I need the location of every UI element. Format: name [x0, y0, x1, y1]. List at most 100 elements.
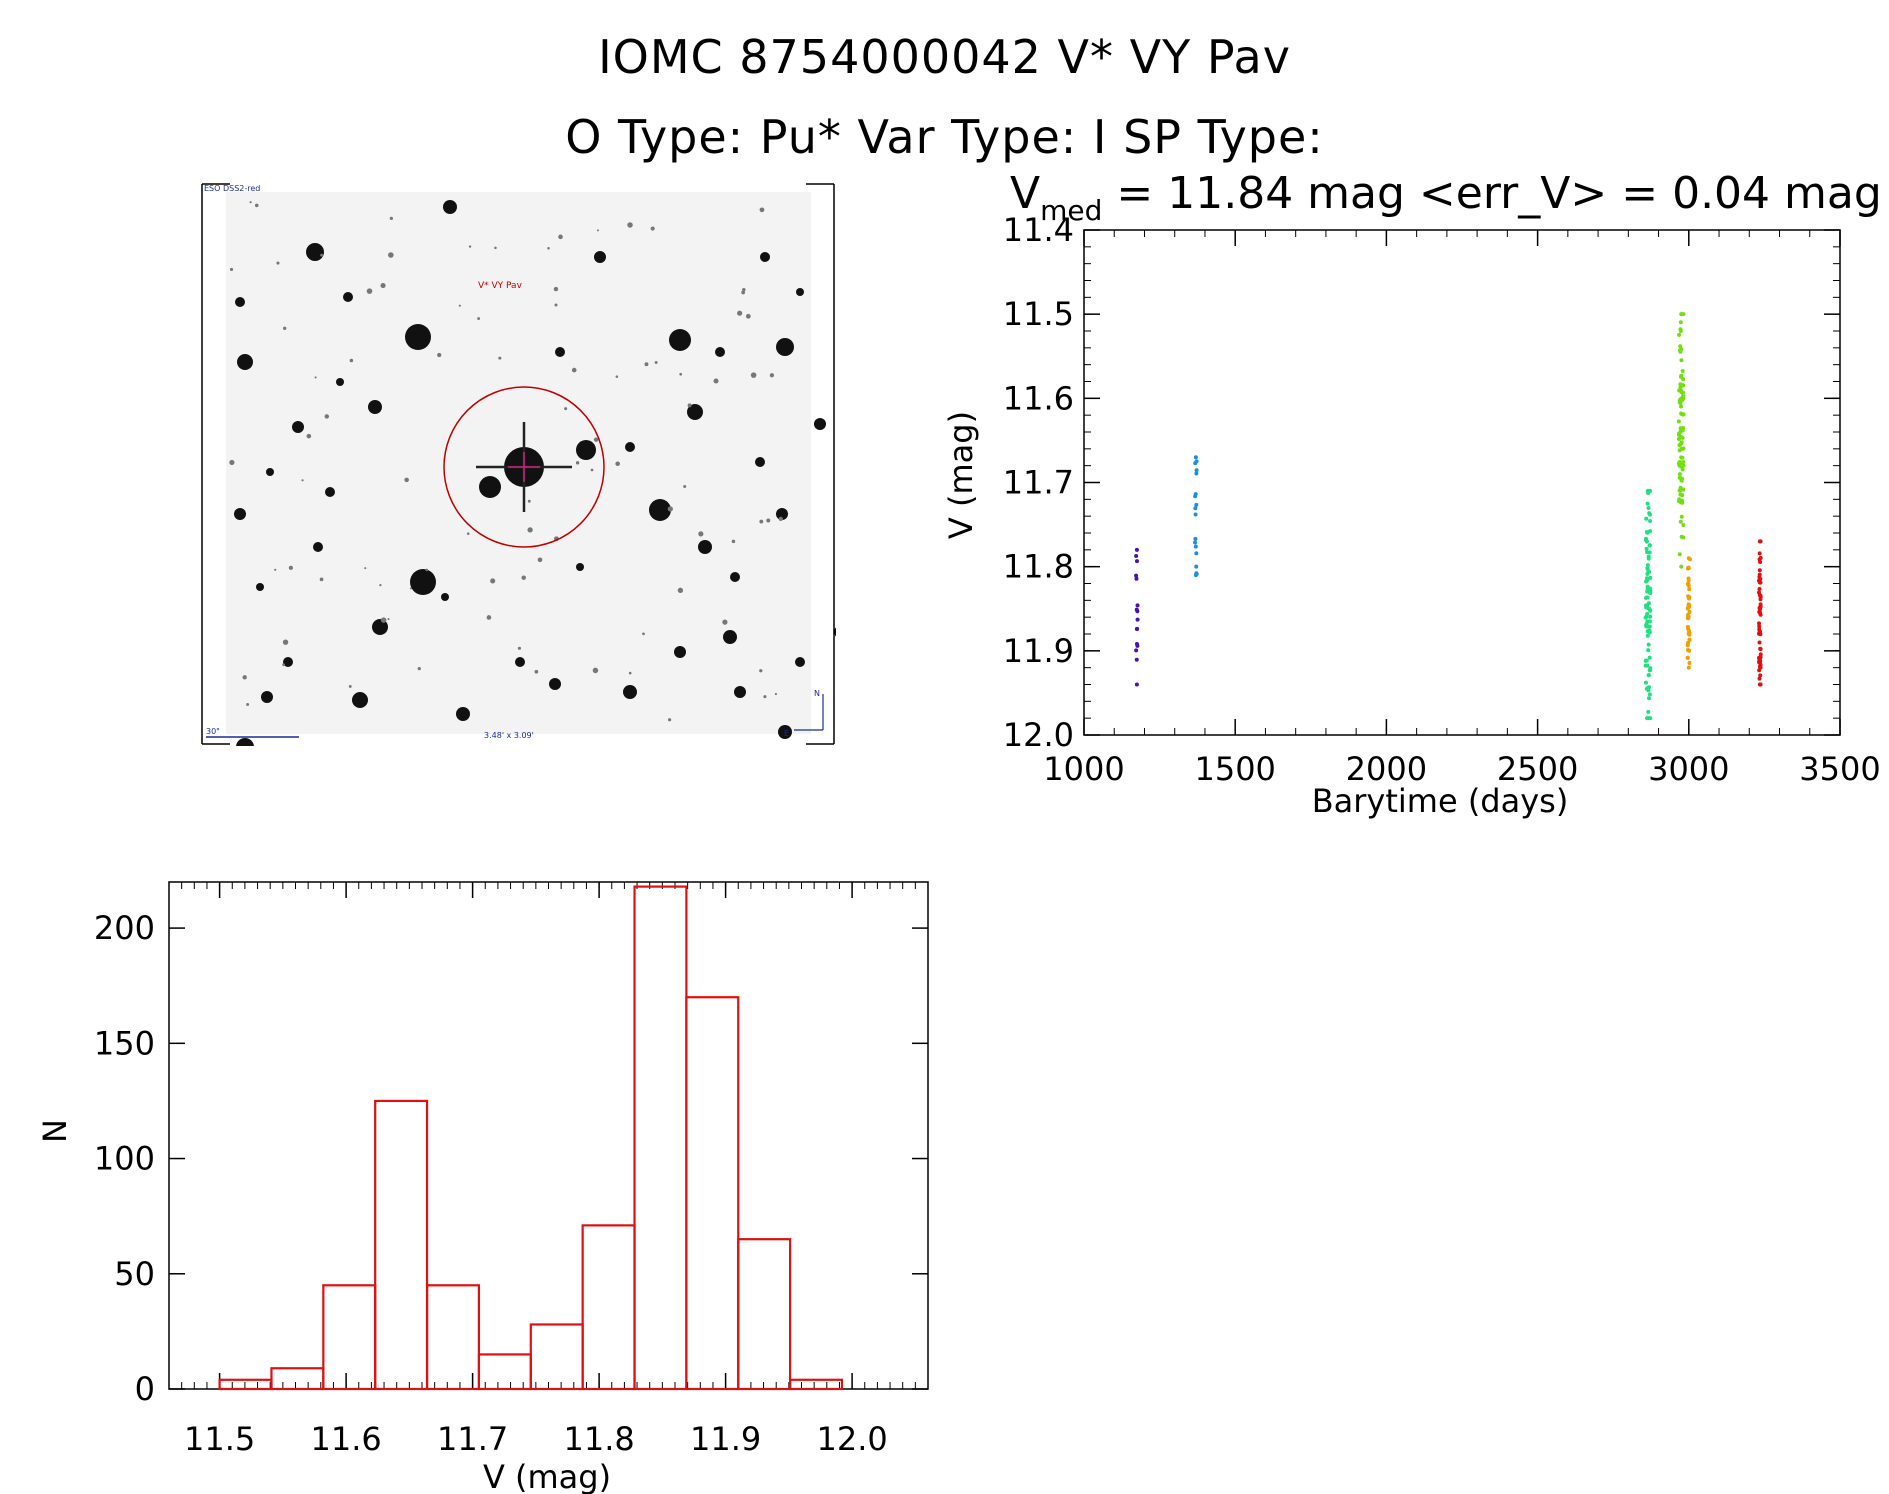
star: [796, 288, 804, 296]
faint-star: [741, 290, 746, 295]
lc-point: [1135, 609, 1140, 614]
lc-point: [1193, 544, 1198, 549]
faint-star: [486, 615, 492, 620]
lc-point: [1758, 655, 1763, 660]
lc-point: [1680, 412, 1685, 417]
faint-star: [627, 222, 633, 228]
lc-point: [1687, 661, 1692, 666]
star: [730, 572, 740, 582]
lc-xtick-label: 2500: [1497, 750, 1578, 788]
lc-point: [1646, 642, 1651, 647]
lc-point: [1676, 432, 1681, 437]
lc-point: [1686, 578, 1691, 583]
lc-point: [1681, 535, 1686, 540]
lc-point: [1685, 566, 1690, 571]
lc-point: [1685, 606, 1690, 611]
lc-ytick-label: 12.0: [1003, 716, 1074, 754]
lc-point: [1681, 390, 1686, 395]
lc-point: [1644, 536, 1649, 541]
lc-point: [1686, 556, 1691, 561]
faint-star: [615, 461, 620, 467]
lc-point: [1758, 597, 1763, 602]
lc-point: [1134, 641, 1139, 646]
lc-point: [1680, 397, 1685, 402]
faint-star: [558, 234, 563, 240]
star: [687, 404, 703, 420]
lc-point: [1758, 632, 1763, 637]
faint-star: [380, 617, 387, 623]
lc-point: [1757, 627, 1762, 632]
faint-star: [596, 229, 599, 232]
lc-point: [1757, 609, 1762, 614]
faint-star: [759, 519, 764, 524]
lc-ytick-label: 11.9: [1003, 632, 1074, 670]
lc-point: [1681, 463, 1686, 468]
star: [623, 685, 637, 699]
lc-point: [1677, 459, 1682, 464]
faint-star: [282, 326, 287, 330]
faint-star: [687, 403, 692, 408]
lc-point: [1758, 662, 1763, 667]
faint-star: [642, 632, 645, 636]
faint-star: [667, 506, 673, 512]
hist-ytick-label: 0: [135, 1370, 155, 1408]
lc-point: [1647, 511, 1652, 516]
lc-ylabel: V (mag): [942, 411, 980, 539]
lc-point: [1678, 374, 1683, 379]
target-label: V* VY Pav: [478, 281, 523, 291]
lc-point: [1756, 621, 1761, 626]
star: [576, 440, 596, 460]
lc-point: [1644, 529, 1649, 534]
lc-point: [1645, 566, 1650, 571]
star: [734, 686, 746, 698]
lc-point: [1680, 455, 1685, 460]
faint-star: [628, 671, 632, 675]
lc-point: [1677, 552, 1682, 557]
lc-point: [1647, 543, 1652, 548]
lc-point: [1645, 716, 1650, 721]
faint-star: [517, 646, 522, 650]
lc-point: [1647, 655, 1652, 660]
lc-point: [1680, 476, 1685, 481]
lc-point: [1757, 682, 1762, 687]
lc-point: [1644, 546, 1649, 551]
lc-point: [1681, 393, 1686, 398]
lc-point: [1680, 428, 1685, 433]
faint-star: [409, 587, 412, 590]
lc-point: [1679, 396, 1684, 401]
lc-point: [1647, 543, 1652, 548]
lc-title: Vmed = 11.84 mag <err_V> = 0.04 mag: [1010, 168, 1882, 227]
lc-point: [1644, 604, 1649, 609]
faint-star: [348, 684, 352, 688]
faint-star: [319, 577, 324, 582]
north-label: N: [814, 689, 820, 698]
lc-point: [1647, 569, 1652, 574]
lc-point: [1134, 576, 1139, 581]
lc-point: [1757, 629, 1762, 634]
lc-point: [1685, 605, 1690, 610]
lc-point: [1681, 522, 1686, 527]
lc-point: [1134, 657, 1139, 662]
lc-point: [1678, 400, 1683, 405]
lc-point: [1681, 446, 1686, 451]
lc-point: [1679, 373, 1684, 378]
lc-point: [1757, 539, 1762, 544]
lc-point: [1193, 461, 1198, 466]
lc-point: [1687, 587, 1692, 592]
lc-point: [1677, 475, 1682, 480]
lc-point: [1687, 596, 1692, 601]
lc-point: [1686, 665, 1691, 670]
faint-star: [366, 288, 373, 294]
faint-star: [276, 261, 280, 265]
lc-point: [1679, 312, 1684, 317]
lc-point: [1646, 488, 1651, 493]
faint-star: [571, 367, 577, 373]
star: [405, 324, 431, 350]
lc-point: [1679, 478, 1684, 483]
star: [594, 251, 606, 263]
lc-point: [1645, 624, 1650, 629]
lc-point: [1677, 443, 1682, 448]
lc-ytick-label: 11.4: [1003, 211, 1074, 249]
lc-point: [1677, 400, 1682, 405]
lc-point: [1646, 569, 1651, 574]
